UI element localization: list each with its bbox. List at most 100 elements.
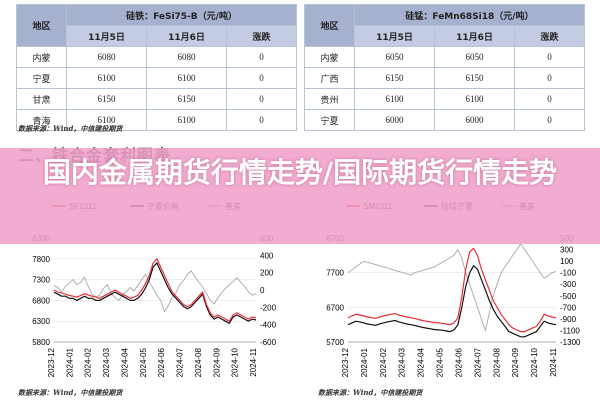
x-tick-label: 2024-07 — [473, 347, 482, 377]
banner-title: 国内金属期货行情走势/国际期货行情走势 — [42, 156, 558, 189]
y-right-tick-label: -100 — [560, 269, 577, 278]
table-row: 贵州 6100 6100 0 — [304, 88, 586, 110]
x-tick-label: 2024-07 — [176, 347, 185, 377]
change-cell: 0 — [225, 67, 298, 89]
date1-header: 11月5日 — [354, 25, 435, 47]
x-tick-label: 2024-03 — [102, 347, 111, 377]
y-right-tick-label: 400 — [260, 251, 274, 260]
product-header: 硅锰：FeMn68Si18（元/吨） — [353, 4, 586, 26]
series-line-SF2311 — [53, 257, 257, 323]
y-right-tick-label: -400 — [260, 321, 277, 330]
y-left-tick-label: 7800 — [32, 255, 50, 264]
x-tick-label: 2024-04 — [417, 347, 426, 377]
series-line-基差 — [53, 270, 257, 313]
x-tick-label: 2024-10 — [231, 347, 240, 377]
change-cell: 0 — [513, 109, 586, 131]
region-cell: 宁夏 — [304, 109, 355, 131]
price-cell: 6100 — [66, 109, 147, 131]
table-row: 甘肃 6150 6150 0 — [16, 88, 298, 110]
y-left-tick-label: 6700 — [326, 303, 344, 312]
x-tick-label: 2024-03 — [398, 347, 407, 377]
change-cell: 0 — [513, 67, 586, 89]
x-tick-label: 2024-11 — [249, 347, 258, 376]
price-cell: 6000 — [434, 109, 515, 131]
price-cell: 6050 — [354, 46, 435, 68]
silicomanganese-price-table: 地区 硅锰：FeMn68Si18（元/吨） 11月5日 11月6日 涨跌 内蒙 … — [304, 4, 586, 131]
region-cell: 内蒙 — [16, 46, 67, 68]
date1-header: 11月5日 — [66, 25, 147, 47]
source-note-top: 数据来源：Wind，中信建投期货 — [18, 124, 123, 133]
x-tick-label: 2024-09 — [511, 347, 520, 377]
change-cell: 0 — [225, 109, 298, 131]
y-right-tick-label: -1100 — [560, 326, 580, 335]
x-tick-label: 2023-12 — [341, 347, 350, 377]
series-line-硅锰宁夏 — [347, 264, 557, 338]
x-tick-label: 2024-01 — [65, 347, 74, 377]
price-cell: 6150 — [66, 88, 147, 110]
price-cell: 6100 — [146, 109, 227, 131]
change-cell: 0 — [225, 46, 298, 68]
title-banner — [0, 148, 600, 244]
region-cell: 内蒙 — [304, 46, 355, 68]
product-header: 硅铁：FeSi75-B（元/吨） — [65, 4, 298, 26]
change-cell: 0 — [513, 46, 586, 68]
price-cell: 6150 — [354, 67, 435, 89]
region-cell: 甘肃 — [16, 88, 67, 110]
region-cell: 青海 — [16, 109, 67, 131]
y-right-tick-label: 100 — [560, 257, 574, 266]
price-cell: 6100 — [146, 67, 227, 89]
y-left-tick-label: 7700 — [326, 269, 344, 278]
y-right-tick-label: -900 — [560, 315, 577, 324]
price-cell: 6000 — [354, 109, 435, 131]
y-right-tick-label: 300 — [560, 246, 574, 255]
region-cell: 宁夏 — [16, 67, 67, 89]
x-tick-label: 2024-05 — [139, 347, 148, 377]
change-header: 涨跌 — [513, 25, 586, 47]
region-cell: 广西 — [304, 67, 355, 89]
y-left-tick-label: 7300 — [32, 276, 50, 285]
y-right-tick-label: -1300 — [560, 338, 581, 347]
ferrosilicon-price-table: 地区 硅铁：FeSi75-B（元/吨） 11月5日 11月6日 涨跌 内蒙 60… — [16, 4, 298, 131]
region-cell: 贵州 — [304, 88, 355, 110]
x-tick-label: 2024-08 — [492, 347, 501, 377]
y-right-tick-label: -700 — [560, 303, 577, 312]
price-cell: 6100 — [354, 88, 435, 110]
price-cell: 6100 — [66, 67, 147, 89]
x-tick-label: 2024-01 — [360, 347, 369, 377]
y-right-tick-label: -300 — [560, 280, 577, 289]
series-line-宁夏价格 — [53, 261, 257, 325]
table-row: 内蒙 6080 6080 0 — [16, 46, 298, 68]
date2-header: 11月6日 — [146, 25, 227, 47]
y-left-tick-label: 5700 — [326, 338, 344, 347]
date2-header: 11月6日 — [434, 25, 515, 47]
table-row: 青海 6100 6100 0 — [16, 109, 298, 131]
change-cell: 0 — [225, 88, 298, 110]
x-tick-label: 2024-06 — [454, 347, 463, 377]
table-row: 广西 6150 6150 0 — [304, 67, 586, 89]
price-cell: 6080 — [146, 46, 227, 68]
x-tick-label: 2024-11 — [549, 347, 558, 376]
x-tick-label: 2024-04 — [120, 347, 129, 377]
series-line-SM2311 — [347, 247, 557, 333]
source-note-bottom-left: 数据来源：Wind，中信建投期货 — [18, 388, 123, 397]
y-right-tick-label: -500 — [560, 292, 577, 301]
x-tick-label: 2024-06 — [157, 347, 166, 377]
price-cell: 6150 — [434, 67, 515, 89]
x-tick-label: 2024-02 — [379, 347, 388, 377]
y-left-tick-label: 6300 — [32, 317, 50, 326]
x-tick-label: 2024-05 — [436, 347, 445, 377]
y-right-tick-label: 200 — [260, 269, 274, 278]
x-tick-label: 2024-02 — [84, 347, 93, 377]
table-row: 宁夏 6000 6000 0 — [304, 109, 586, 131]
y-left-tick-label: 5800 — [32, 338, 50, 347]
region-header: 地区 — [304, 4, 355, 47]
series-line-基差 — [347, 242, 557, 333]
source-note-bottom-right: 数据来源：Wind，中信建投期货 — [318, 388, 423, 397]
table-row: 内蒙 6050 6050 0 — [304, 46, 586, 68]
x-tick-label: 2024-10 — [530, 347, 539, 377]
price-cell: 6080 — [66, 46, 147, 68]
y-right-tick-label: -600 — [260, 338, 277, 347]
y-left-tick-label: 6800 — [32, 296, 50, 305]
price-cell: 6100 — [434, 88, 515, 110]
table-row: 宁夏 6100 6100 0 — [16, 67, 298, 89]
